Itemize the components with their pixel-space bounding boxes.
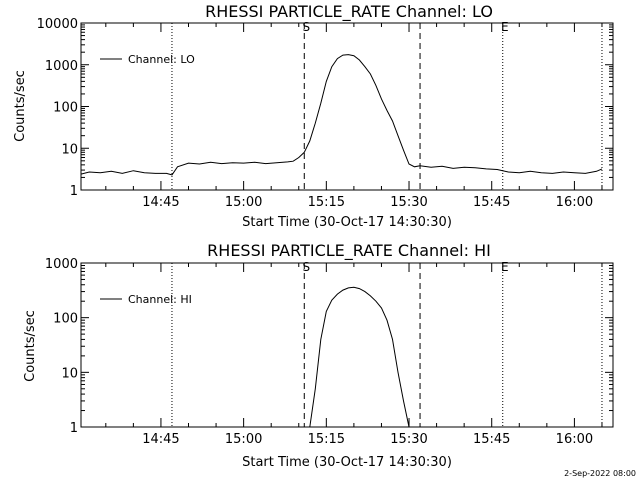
- x-tick-label: 15:45: [473, 195, 510, 210]
- x-tick-label: 15:30: [390, 432, 427, 447]
- y-tick-label: 100: [53, 101, 78, 116]
- x-tick-label: 15:15: [308, 432, 345, 447]
- legend-hi: Channel: HI: [100, 293, 192, 306]
- legend-label-hi: Channel: HI: [128, 293, 192, 306]
- x-tick-label: 15:00: [225, 195, 262, 210]
- x-axis-label-hi: Start Time (30-Oct-17 14:30:30): [242, 455, 452, 470]
- x-tick-label: 16:00: [556, 195, 593, 210]
- chart-title-hi: RHESSI PARTICLE_RATE Channel: HI: [207, 241, 491, 261]
- y-tick-label: 10: [61, 142, 78, 157]
- legend-lo: Channel: LO: [100, 53, 195, 66]
- y-tick-label: 100: [53, 312, 78, 327]
- y-axis-label-lo: Counts/sec: [13, 70, 28, 142]
- y-axis-lo: 1 10 100 1000 10000: [37, 17, 613, 199]
- legend-label-lo: Channel: LO: [128, 53, 195, 66]
- chart-panel-hi: RHESSI PARTICLE_RATE Channel: HI 1101001…: [23, 241, 614, 470]
- series-line-channel-hi: [309, 286, 410, 428]
- y-axis-label-hi: Counts/sec: [23, 310, 38, 382]
- x-tick-label: 15:15: [308, 195, 345, 210]
- x-tick-label: 16:00: [556, 432, 593, 447]
- y-tick-label: 1000: [45, 257, 78, 272]
- plot-frame-hi: [80, 262, 614, 428]
- x-tick-label: 15:00: [225, 432, 262, 447]
- y-tick-label: 1: [70, 421, 78, 436]
- event-marker-label: E: [501, 20, 509, 34]
- chart-panel-lo: RHESSI PARTICLE_RATE Channel: LO 1101001…: [13, 2, 614, 230]
- x-axis-hi: 14:45 15:00 15:15 15:30 15:45 16:00: [105, 263, 603, 447]
- y-tick-label: 10: [61, 366, 78, 381]
- x-tick-label: 14:45: [142, 432, 179, 447]
- event-marker-label: S: [302, 260, 310, 274]
- x-tick-label: 15:30: [390, 195, 427, 210]
- x-axis-label-lo: Start Time (30-Oct-17 14:30:30): [242, 215, 452, 230]
- y-tick-label: 1: [70, 184, 78, 199]
- x-tick-label: 15:45: [473, 432, 510, 447]
- date-stamp: 2-Sep-2022 08:00: [564, 469, 636, 478]
- event-marker-label: S: [302, 20, 310, 34]
- event-marker-label: E: [501, 260, 509, 274]
- x-axis-lo: 14:45 15:00 15:15 15:30 15:45 16:00: [105, 23, 603, 210]
- y-tick-label: 1000: [45, 59, 78, 74]
- chart-title-lo: RHESSI PARTICLE_RATE Channel: LO: [205, 2, 493, 22]
- series-line-channel-lo: [80, 54, 603, 176]
- x-tick-label: 14:45: [142, 195, 179, 210]
- y-axis-hi: 1 10 100 1000: [45, 257, 613, 436]
- y-tick-label: 10000: [37, 17, 78, 32]
